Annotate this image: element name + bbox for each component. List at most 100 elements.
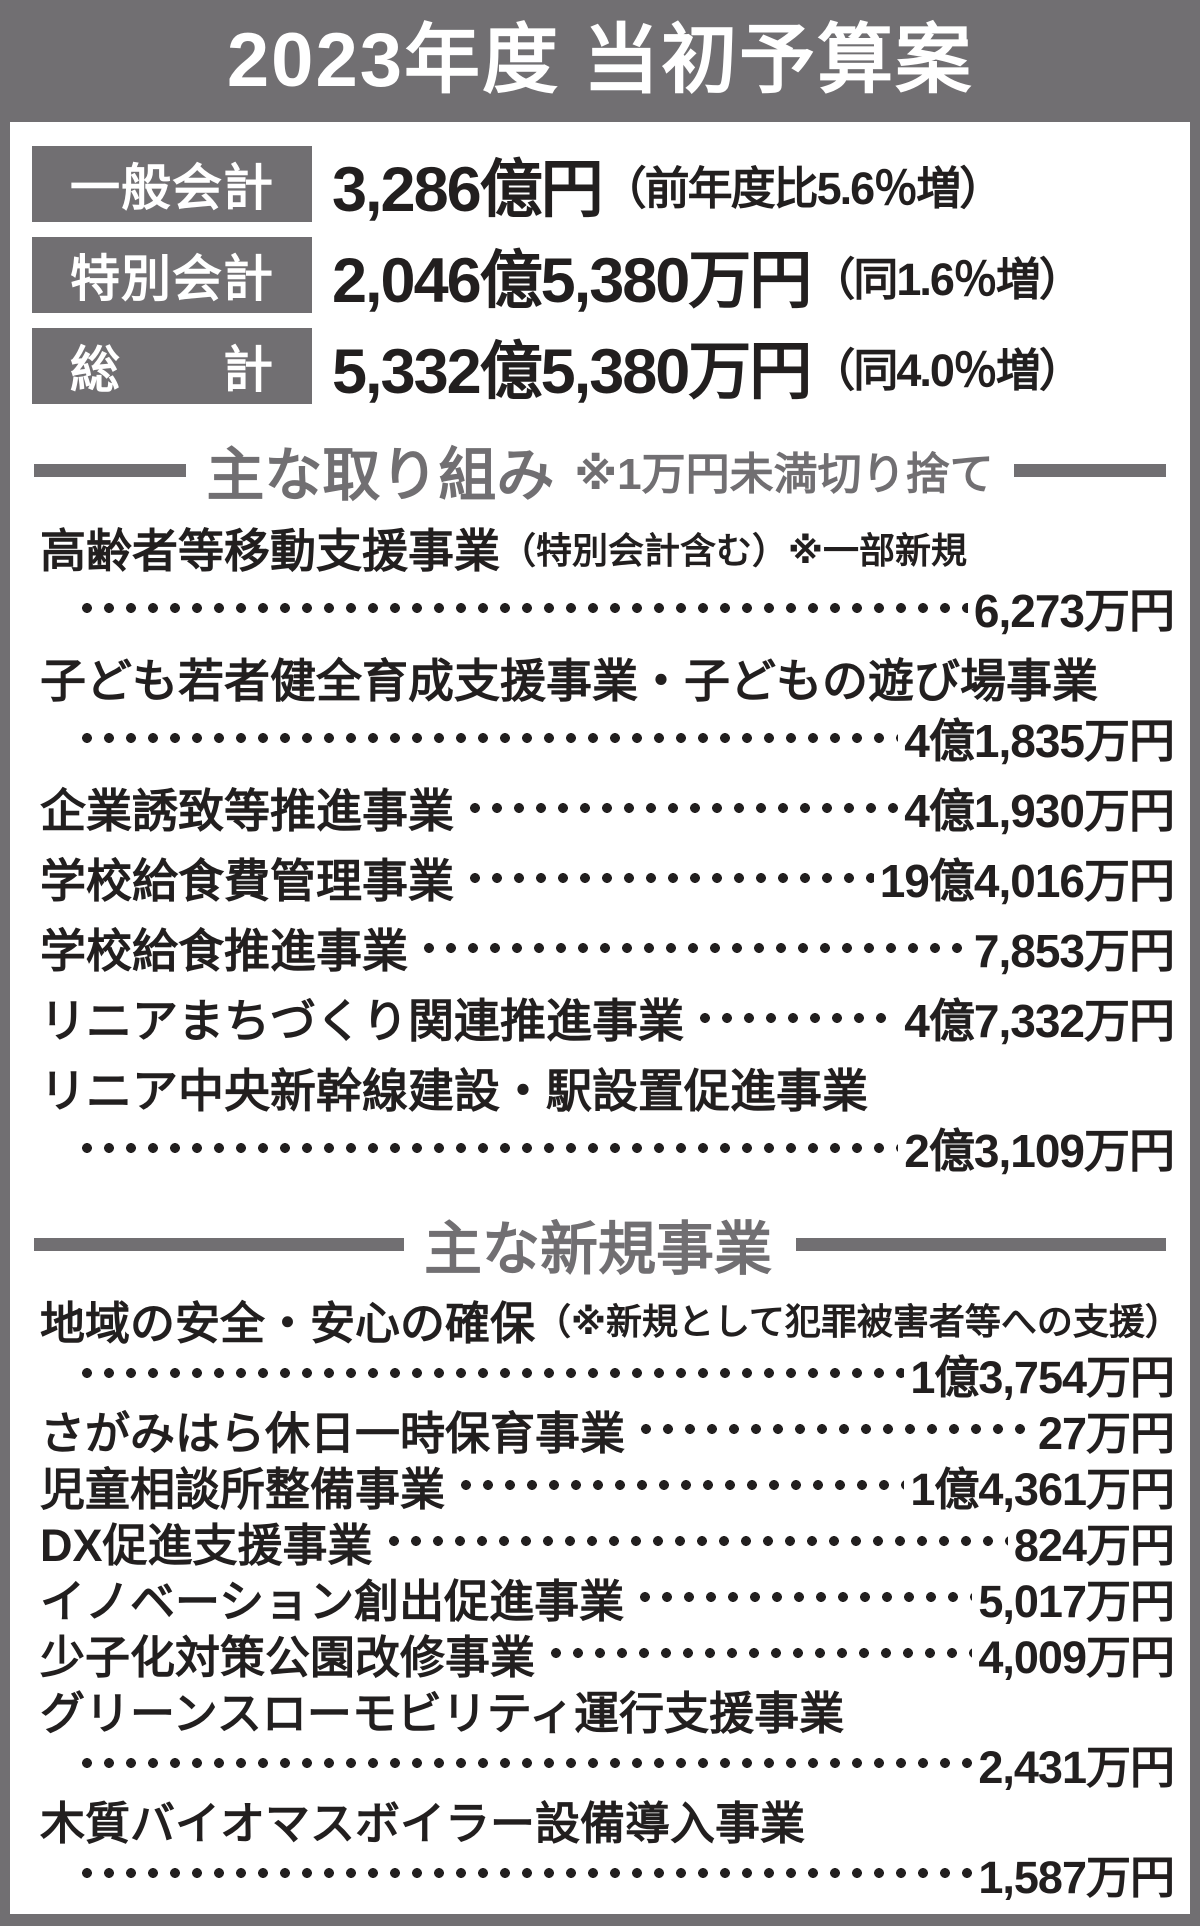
list-item: リニア中央新幹線建設・駅設置促進事業 2億3,109万円 [40, 1058, 1175, 1178]
dot-leader [76, 1346, 905, 1400]
account-amount: 5,332億5,380万円 [332, 336, 812, 407]
item-amount-line: 1億3,754万円 [40, 1346, 1175, 1403]
list-item: 児童相談所整備事業 1億4,361万円 [40, 1458, 1175, 1515]
item-amount: 1億4,361万円 [910, 1463, 1175, 1515]
dot-leader [76, 1846, 973, 1900]
main-initiatives-list: 高齢者等移動支援事業 （特別会計含む）※一部新規 6,273万円 子ども若者健全… [14, 518, 1186, 1178]
item-amount: 4億1,835万円 [904, 715, 1175, 767]
item-line: 学校給食費管理事業 19億4,016万円 [40, 848, 1175, 908]
horizontal-rule [796, 1237, 1167, 1251]
item-amount: 4億1,930万円 [904, 785, 1175, 837]
page-title-banner: 2023年度 当初予算案 [0, 0, 1200, 122]
item-name: 企業誘致等推進事業 [40, 785, 454, 837]
dot-leader [455, 1458, 905, 1512]
list-item: 学校給食費管理事業 19億4,016万円 [40, 848, 1175, 908]
item-amount: 1,587万円 [978, 1851, 1175, 1903]
page-title: 2023年度 当初予算案 [226, 18, 974, 103]
item-name-note: （特別会計含む）※一部新規 [500, 530, 967, 571]
item-amount: 6,273万円 [973, 585, 1175, 637]
dot-leader [464, 778, 899, 838]
account-amount: 3,286億円 [332, 154, 604, 225]
horizontal-rule [1013, 463, 1167, 477]
item-amount-line: 6,273万円 [40, 578, 1175, 638]
item-line: イノベーション創出促進事業 5,017万円 [40, 1570, 1175, 1627]
item-amount: 2億3,109万円 [904, 1125, 1175, 1177]
item-name: 木質バイオマスボイラー設備導入事業 [40, 1797, 806, 1849]
dot-leader [635, 1402, 1032, 1456]
item-name-line: 地域の安全・安心の確保 （※新規として犯罪被害者等への支援） [40, 1292, 1181, 1349]
item-name: 児童相談所整備事業 [40, 1463, 446, 1515]
item-amount: 2,431万円 [978, 1741, 1175, 1793]
new-projects-list: 地域の安全・安心の確保 （※新規として犯罪被害者等への支援） 1億3,754万円… [14, 1292, 1186, 1903]
dot-leader [464, 848, 874, 908]
content-frame: 一般会計 3,286億円 （前年度比5.6％増） 特別会計 2,046億5,38… [0, 122, 1200, 1926]
dot-leader [76, 708, 899, 768]
item-line: 少子化対策公園改修事業 4,009万円 [40, 1626, 1175, 1683]
item-line: 企業誘致等推進事業 4億1,930万円 [40, 778, 1175, 838]
list-item: 木質バイオマスボイラー設備導入事業 1,587万円 [40, 1792, 1175, 1903]
item-name: リニアまちづくり関連推進事業 [40, 995, 684, 1047]
account-amount: 2,046億5,380万円 [332, 245, 812, 316]
summary-row-general-account: 一般会計 3,286億円 （前年度比5.6％増） [32, 146, 1170, 225]
list-item: イノベーション創出促進事業 5,017万円 [40, 1570, 1175, 1627]
dot-leader [694, 988, 899, 1048]
item-name-line: 木質バイオマスボイラー設備導入事業 [40, 1792, 1174, 1849]
dot-leader [545, 1626, 973, 1680]
account-change-note: （同1.6％増） [810, 253, 1084, 305]
section-title: 主な新規事業 [424, 1217, 773, 1282]
item-name-line: 子ども若者健全育成支援事業・子どもの遊び場事業 [40, 648, 1174, 708]
list-item: 学校給食推進事業 7,853万円 [40, 918, 1175, 978]
list-item: グリーンスローモビリティ運行支援事業 2,431万円 [40, 1682, 1175, 1793]
account-label-badge: 特別会計 [32, 237, 312, 313]
summary-row-total: 総 計 5,332億5,380万円 （同4.0％増） [32, 328, 1170, 407]
list-item: さがみはら休日一時保育事業 27万円 [40, 1402, 1175, 1459]
item-name-note: （※新規として犯罪被害者等への支援） [535, 1301, 1181, 1342]
item-amount: 824万円 [1013, 1519, 1175, 1571]
item-line: さがみはら休日一時保育事業 27万円 [40, 1402, 1175, 1459]
item-amount: 4億7,332万円 [904, 995, 1175, 1047]
budget-summary: 一般会計 3,286億円 （前年度比5.6％増） 特別会計 2,046億5,38… [32, 146, 1170, 407]
account-change-note: （同4.0％増） [810, 344, 1084, 396]
item-name: 地域の安全・安心の確保 [40, 1297, 536, 1349]
item-name: リニア中央新幹線建設・駅設置促進事業 [40, 1065, 868, 1117]
dot-leader [634, 1570, 973, 1624]
section-header-main-initiatives: 主な取り組み ※1万円未満切り捨て [34, 438, 1167, 508]
list-item: 高齢者等移動支援事業 （特別会計含む）※一部新規 6,273万円 [40, 518, 1175, 638]
item-amount: 19億4,016万円 [879, 855, 1175, 907]
item-amount: 7,853万円 [973, 925, 1175, 977]
list-item: DX促進支援事業 824万円 [40, 1514, 1175, 1571]
dot-leader [76, 1736, 973, 1790]
horizontal-rule [34, 463, 187, 477]
list-item: 地域の安全・安心の確保 （※新規として犯罪被害者等への支援） 1億3,754万円 [40, 1292, 1181, 1403]
item-name: 高齢者等移動支援事業 [40, 525, 500, 577]
item-line: 学校給食推進事業 7,853万円 [40, 918, 1175, 978]
dot-leader [76, 1118, 899, 1178]
item-amount: 1億3,754万円 [910, 1351, 1175, 1403]
account-label-badge: 一般会計 [32, 146, 312, 222]
item-line: DX促進支援事業 824万円 [40, 1514, 1175, 1571]
item-name-line: 高齢者等移動支援事業 （特別会計含む）※一部新規 [40, 518, 1174, 578]
list-item: 子ども若者健全育成支援事業・子どもの遊び場事業 4億1,835万円 [40, 648, 1175, 768]
item-name: 学校給食推進事業 [40, 925, 408, 977]
item-amount-line: 1,587万円 [40, 1846, 1175, 1903]
item-name: DX促進支援事業 [40, 1519, 373, 1571]
item-amount: 5,017万円 [978, 1575, 1175, 1627]
item-name: 学校給食費管理事業 [40, 855, 454, 907]
item-name: イノベーション創出促進事業 [40, 1575, 625, 1627]
account-label-badge: 総 計 [32, 328, 312, 404]
item-line: リニアまちづくり関連推進事業 4億7,332万円 [40, 988, 1175, 1048]
dot-leader [382, 1514, 1008, 1568]
item-name: グリーンスローモビリティ運行支援事業 [40, 1687, 845, 1739]
section-header-new-projects: 主な新規事業 [34, 1212, 1167, 1282]
section-title: 主な取り組み [206, 443, 555, 508]
item-amount: 4,009万円 [978, 1631, 1175, 1683]
item-amount: 27万円 [1037, 1407, 1175, 1459]
item-name-line: リニア中央新幹線建設・駅設置促進事業 [40, 1058, 1174, 1118]
item-line: 児童相談所整備事業 1億4,361万円 [40, 1458, 1175, 1515]
item-amount-line: 2,431万円 [40, 1736, 1175, 1793]
item-name-line: グリーンスローモビリティ運行支援事業 [40, 1682, 1174, 1739]
horizontal-rule [34, 1237, 404, 1251]
item-name: さがみはら休日一時保育事業 [40, 1407, 626, 1459]
list-item: 少子化対策公園改修事業 4,009万円 [40, 1626, 1175, 1683]
